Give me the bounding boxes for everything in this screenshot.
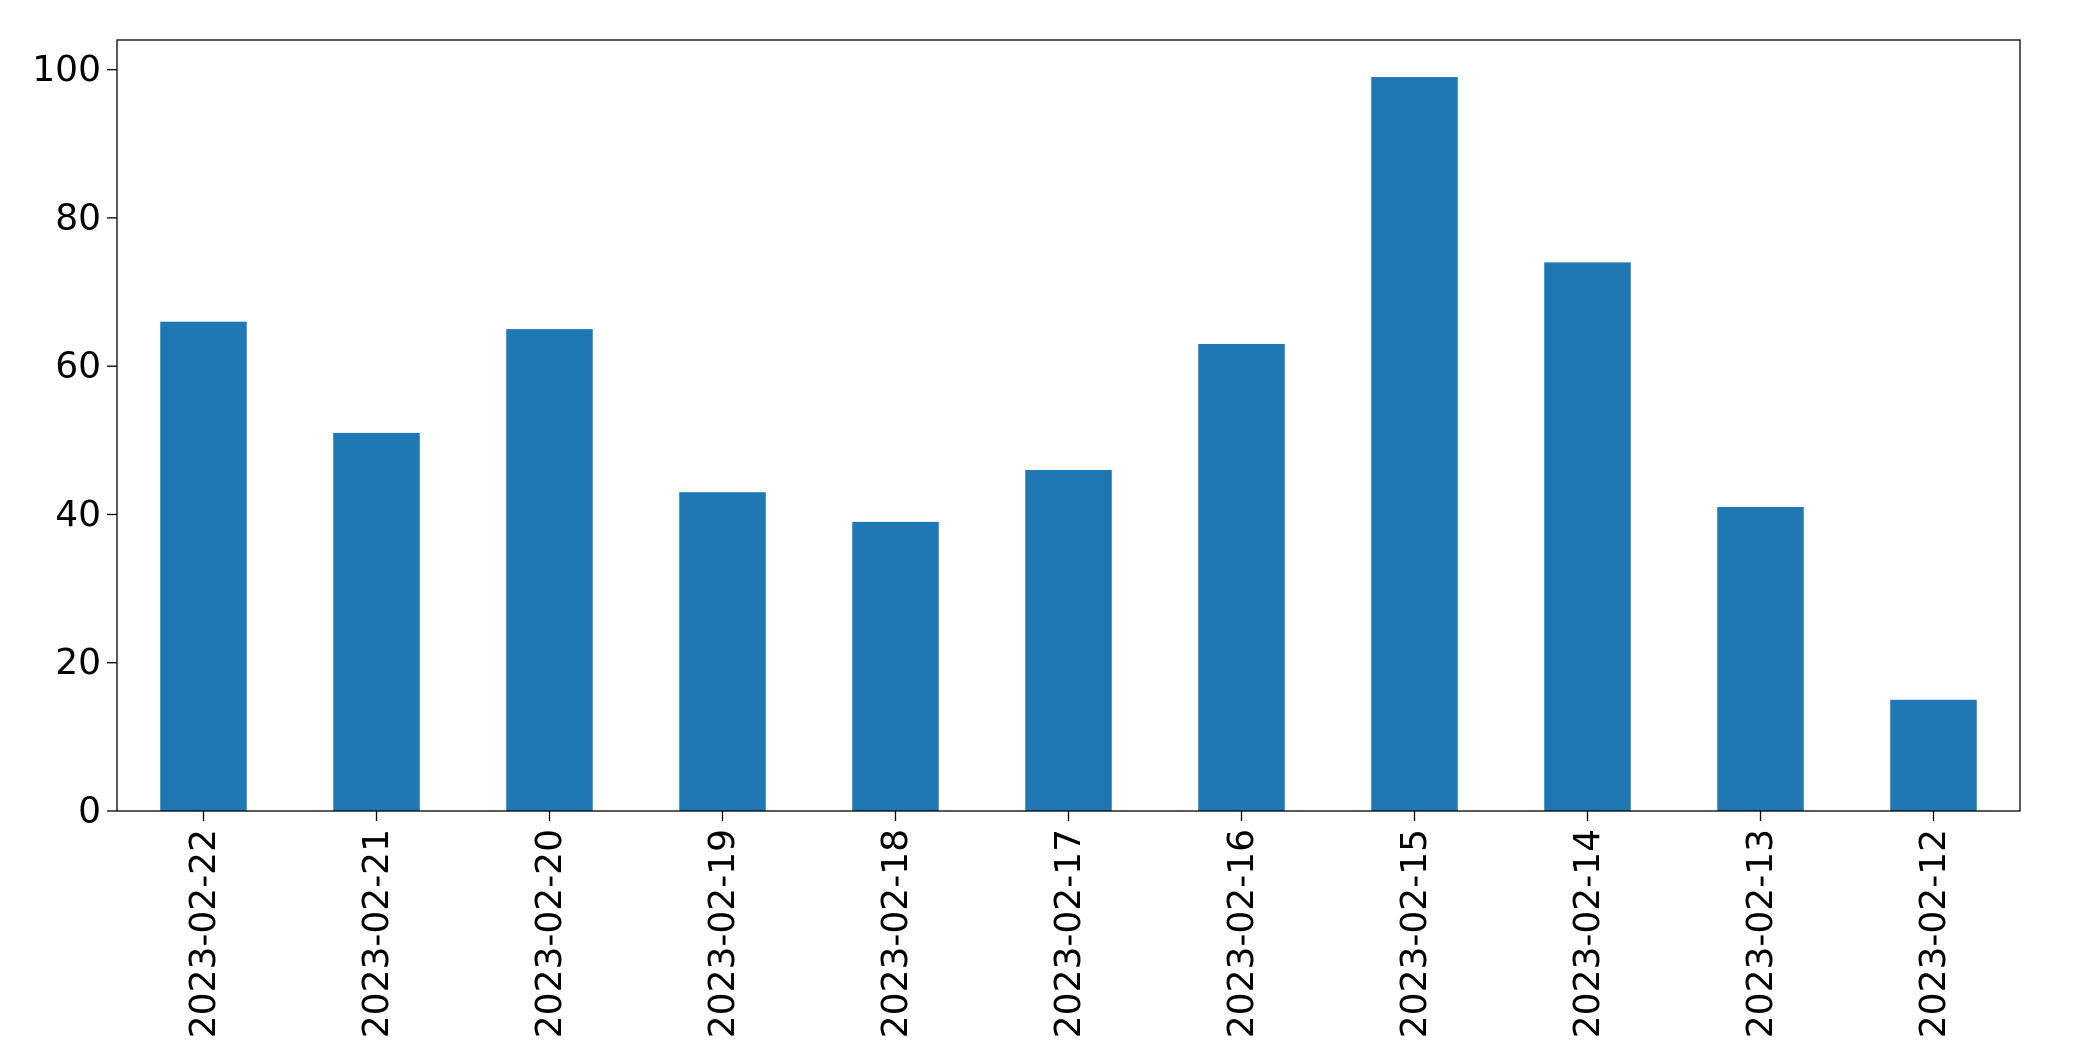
bar-2023-02-12	[1890, 699, 1977, 811]
bars-layer	[160, 77, 1977, 812]
x-tick-label: 2023-02-16	[1221, 829, 1262, 1038]
bar-2023-02-16	[1198, 343, 1285, 811]
y-axis: 0 20 40 60 80 100	[32, 49, 117, 832]
bar-2023-02-18	[852, 521, 939, 812]
bar-2023-02-22	[160, 321, 247, 811]
bar-2023-02-20	[506, 329, 593, 812]
x-tick-label: 2023-02-22	[183, 829, 224, 1038]
bar-2023-02-21	[333, 432, 420, 811]
x-tick-label: 2023-02-18	[875, 829, 916, 1038]
y-tick-label: 60	[55, 346, 101, 387]
x-axis: 2023-02-22 2023-02-21 2023-02-20 2023-02-19…	[183, 811, 1954, 1038]
y-tick-label: 40	[55, 494, 101, 535]
x-tick-label: 2023-02-17	[1048, 829, 1089, 1038]
y-tick-label: 100	[32, 49, 101, 90]
x-tick-label: 2023-02-19	[702, 829, 743, 1038]
y-tick-label: 0	[78, 791, 101, 832]
bar-2023-02-14	[1544, 262, 1631, 811]
x-tick-label: 2023-02-21	[356, 829, 397, 1038]
bar-2023-02-17	[1025, 469, 1112, 811]
x-tick-label: 2023-02-15	[1394, 829, 1435, 1038]
y-tick-label: 20	[55, 642, 101, 683]
x-tick-label: 2023-02-20	[529, 829, 570, 1038]
x-tick-label: 2023-02-12	[1913, 829, 1954, 1038]
bar-2023-02-13	[1717, 507, 1804, 811]
x-tick-label: 2023-02-14	[1567, 829, 1608, 1038]
plot-frame	[116, 39, 2021, 812]
x-tick-label: 2023-02-13	[1740, 829, 1781, 1038]
bar-2023-02-15	[1371, 77, 1458, 811]
y-tick-label: 80	[55, 197, 101, 238]
bar-2023-02-19	[679, 492, 766, 811]
